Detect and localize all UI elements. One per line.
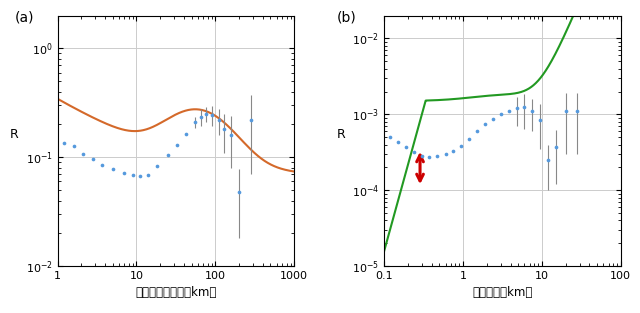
Point bbox=[246, 117, 256, 122]
Point bbox=[128, 173, 138, 178]
Point bbox=[385, 135, 396, 140]
Point bbox=[88, 156, 98, 162]
Point bbox=[108, 167, 118, 172]
Point bbox=[401, 145, 412, 150]
Point bbox=[456, 144, 467, 149]
Point bbox=[488, 116, 498, 121]
Point bbox=[464, 136, 474, 141]
Point bbox=[519, 105, 529, 110]
Text: (b): (b) bbox=[337, 11, 356, 25]
Point bbox=[119, 170, 129, 175]
Point bbox=[393, 140, 403, 145]
Y-axis label: R: R bbox=[337, 128, 345, 141]
X-axis label: クレーター直径［km］: クレーター直径［km］ bbox=[135, 286, 216, 300]
Point bbox=[504, 109, 514, 114]
Point bbox=[59, 141, 69, 146]
Point bbox=[172, 142, 182, 147]
Point bbox=[561, 109, 571, 114]
Point bbox=[572, 109, 582, 114]
Y-axis label: R: R bbox=[10, 128, 19, 141]
X-axis label: 天体直径［km］: 天体直径［km］ bbox=[472, 286, 532, 300]
Point bbox=[472, 129, 482, 134]
Point bbox=[424, 155, 434, 160]
Point bbox=[78, 151, 88, 156]
Point bbox=[511, 106, 522, 111]
Point bbox=[535, 117, 545, 122]
Point bbox=[189, 120, 200, 125]
Point bbox=[543, 157, 554, 162]
Point bbox=[134, 174, 145, 179]
Point bbox=[440, 151, 451, 156]
Point bbox=[480, 121, 490, 126]
Point bbox=[152, 163, 162, 168]
Point bbox=[214, 117, 224, 122]
Point bbox=[227, 132, 237, 137]
Point bbox=[550, 145, 561, 150]
Point bbox=[68, 143, 79, 148]
Point bbox=[163, 152, 173, 157]
Point bbox=[448, 148, 458, 153]
Point bbox=[432, 154, 442, 159]
Point bbox=[234, 189, 244, 194]
Point bbox=[495, 112, 506, 117]
Point bbox=[181, 131, 191, 136]
Text: (a): (a) bbox=[15, 11, 35, 25]
Point bbox=[409, 149, 419, 154]
Point bbox=[195, 114, 205, 119]
Point bbox=[220, 127, 230, 132]
Point bbox=[527, 109, 537, 114]
Point bbox=[200, 111, 211, 116]
Point bbox=[97, 162, 108, 167]
Point bbox=[417, 154, 427, 159]
Point bbox=[143, 173, 153, 178]
Point bbox=[207, 112, 217, 117]
